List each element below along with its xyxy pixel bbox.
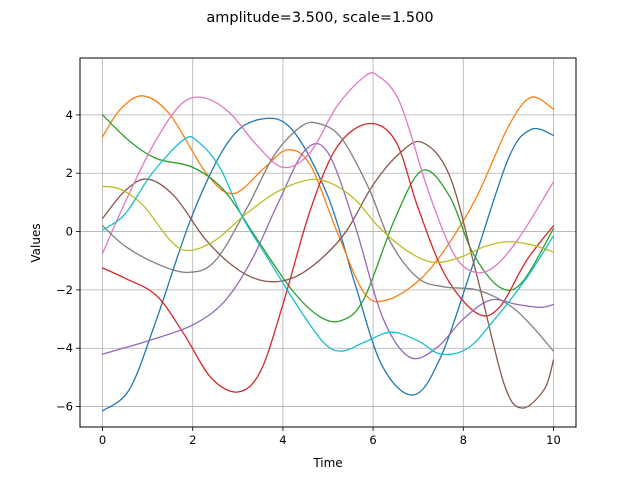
y-tick-label: 2 xyxy=(66,166,73,180)
x-tick-label: 8 xyxy=(460,433,467,447)
series-line-7 xyxy=(101,72,555,274)
series-lines xyxy=(101,72,555,412)
series-line-4 xyxy=(101,122,555,393)
series-line-5 xyxy=(101,142,555,360)
x-tick-label: 6 xyxy=(369,433,376,447)
plot-frame xyxy=(79,57,577,428)
y-tick-label: −4 xyxy=(56,341,73,355)
series-line-9 xyxy=(101,178,555,264)
axis-ticks: 0 2 4 6 8 10 −6 −4 −2 0 2 4 xyxy=(56,108,561,447)
series-line-3 xyxy=(101,114,555,323)
x-axis-label: Time xyxy=(312,456,342,470)
series-line-2 xyxy=(101,95,555,303)
series-line-10 xyxy=(101,135,555,356)
grid-lines xyxy=(80,58,576,427)
series-line-8 xyxy=(101,121,555,352)
y-tick-label: 4 xyxy=(66,108,73,122)
x-tick-label: 0 xyxy=(99,433,106,447)
x-tick-label: 10 xyxy=(546,433,561,447)
y-tick-label: −2 xyxy=(56,283,73,297)
series-line-1 xyxy=(101,117,555,412)
y-tick-label: −6 xyxy=(56,400,73,414)
series-line-6 xyxy=(101,140,555,409)
y-axis-label: Values xyxy=(29,223,43,262)
x-tick-label: 4 xyxy=(279,433,286,447)
y-tick-label: 0 xyxy=(66,225,73,239)
chart-title: amplitude=3.500, scale=1.500 xyxy=(206,10,433,26)
x-tick-label: 2 xyxy=(189,433,196,447)
